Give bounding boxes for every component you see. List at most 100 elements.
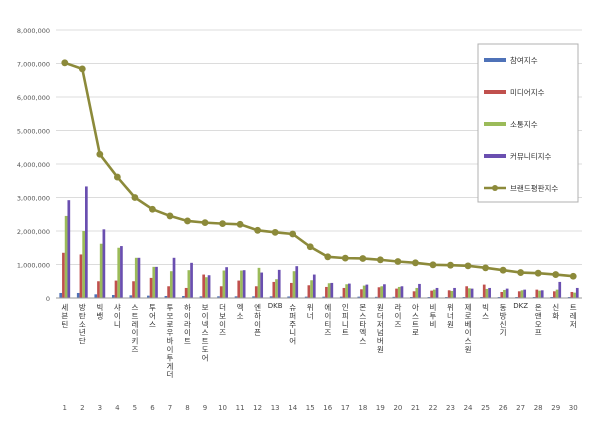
line-point-13 bbox=[271, 228, 279, 236]
x-axis-labels: 세븐틴1방탄소년단2빅뱅3샤이니4스트레이키즈5투어스6투모로우바이투게더7하이… bbox=[61, 302, 577, 412]
bar-4-13 bbox=[277, 269, 281, 298]
bar-1-8 bbox=[182, 295, 185, 298]
category-label-char: 위 bbox=[447, 303, 454, 312]
category-label-group: 신화 bbox=[552, 303, 559, 320]
bar-1-16 bbox=[322, 296, 326, 298]
bar-3-26 bbox=[503, 289, 506, 298]
category-label-char: 투 bbox=[167, 303, 174, 312]
category-label-char: 즈 bbox=[394, 320, 401, 329]
category-label-char: 단 bbox=[79, 336, 86, 346]
legend-label-3: 소통지수 bbox=[510, 120, 538, 129]
bar-1-13 bbox=[269, 296, 273, 298]
bar-3-16 bbox=[327, 283, 331, 298]
category-label-char: 베 bbox=[465, 320, 472, 329]
bar-1-15 bbox=[304, 296, 308, 298]
rank-label: 29 bbox=[551, 404, 560, 412]
category-label-char: 로 bbox=[465, 311, 472, 320]
bar-3-21 bbox=[415, 287, 419, 298]
line-point-15 bbox=[306, 243, 314, 251]
category-label-char: 원 bbox=[465, 345, 472, 354]
bar-2-4 bbox=[114, 280, 118, 298]
bar-2-6 bbox=[149, 277, 153, 298]
bar-2-16 bbox=[325, 286, 328, 298]
line-point-23 bbox=[447, 261, 454, 269]
bar-4-22 bbox=[435, 287, 439, 298]
bar-3-8 bbox=[187, 270, 191, 298]
category-label-char: 세 bbox=[61, 303, 68, 312]
bar-3-30 bbox=[573, 292, 576, 298]
line-point-8 bbox=[184, 217, 191, 225]
bar-1-4 bbox=[111, 294, 115, 298]
rank-label: 13 bbox=[271, 404, 280, 412]
category-label-char: 너 bbox=[307, 310, 314, 320]
category-label-char: 스 bbox=[359, 337, 366, 346]
bar-2-7 bbox=[167, 286, 170, 298]
category-label-char: 니 bbox=[342, 320, 349, 329]
rank-label: 16 bbox=[323, 404, 332, 412]
category-label-char: 화 bbox=[552, 311, 559, 320]
line-series bbox=[61, 59, 577, 280]
rank-label: 12 bbox=[253, 404, 262, 412]
category-label-char: 스 bbox=[131, 303, 138, 312]
category-label-char: 도 bbox=[202, 345, 209, 354]
rank-label: 4 bbox=[115, 404, 120, 412]
bar-2-27 bbox=[517, 291, 521, 298]
bar-1-11 bbox=[234, 296, 238, 298]
bar-2-8 bbox=[184, 287, 188, 298]
category-label-char: 동 bbox=[500, 303, 507, 312]
line-point-18 bbox=[359, 255, 367, 262]
category-label-char: 이 bbox=[394, 310, 401, 320]
bar-4-10 bbox=[225, 267, 228, 298]
category-label-char: 보 bbox=[219, 311, 226, 320]
legend-swatch-3 bbox=[484, 122, 506, 126]
category-label-group: 위너원 bbox=[447, 303, 454, 329]
legend-swatch-marker bbox=[492, 185, 498, 191]
category-label-char: 티 bbox=[324, 320, 331, 329]
rank-label: 21 bbox=[411, 404, 420, 412]
category-label-char: 즈 bbox=[131, 345, 138, 354]
legend-label-2: 미디어지수 bbox=[510, 87, 545, 97]
y-tick-label: 8,000,000 bbox=[17, 27, 50, 35]
bar-4-2 bbox=[85, 186, 88, 298]
bar-4-18 bbox=[365, 284, 369, 298]
category-label-char: 이 bbox=[219, 319, 226, 329]
bar-1-10 bbox=[217, 296, 220, 298]
category-label-char: 프 bbox=[535, 328, 542, 337]
bar-3-6 bbox=[152, 266, 156, 298]
category-label-char: 버 bbox=[377, 336, 384, 346]
category-label-char: 비 bbox=[430, 303, 437, 312]
rank-label: 27 bbox=[516, 404, 525, 412]
bar-2-19 bbox=[377, 287, 381, 298]
rank-label: 17 bbox=[341, 404, 350, 412]
legend-swatch-2 bbox=[484, 90, 506, 94]
rank-label: 14 bbox=[288, 404, 297, 412]
rank-label: 7 bbox=[168, 404, 172, 412]
rank-label: 10 bbox=[218, 404, 227, 412]
category-label-char: 넥 bbox=[202, 319, 209, 329]
category-label-char: 기 bbox=[500, 328, 507, 337]
line-point-4 bbox=[113, 173, 121, 181]
category-label-group: 라이즈 bbox=[394, 303, 401, 329]
bar-3-28 bbox=[538, 290, 541, 298]
bar-4-28 bbox=[540, 290, 544, 298]
category-label-char: 로 bbox=[412, 328, 419, 337]
category-label-char: 방 bbox=[500, 310, 507, 320]
bar-4-17 bbox=[348, 283, 351, 298]
category-label-char: 하 bbox=[184, 302, 191, 312]
category-label-char: 이 bbox=[184, 327, 191, 337]
category-label-char: 이 bbox=[202, 310, 209, 320]
rank-label: 25 bbox=[481, 404, 490, 412]
bar-4-29 bbox=[558, 281, 562, 298]
line-point-22 bbox=[429, 261, 437, 269]
category-label-char: 트 bbox=[342, 328, 349, 337]
category-label-char: 빅 bbox=[482, 303, 489, 312]
category-label-char: 키 bbox=[131, 337, 138, 346]
rank-label: 22 bbox=[429, 404, 438, 412]
